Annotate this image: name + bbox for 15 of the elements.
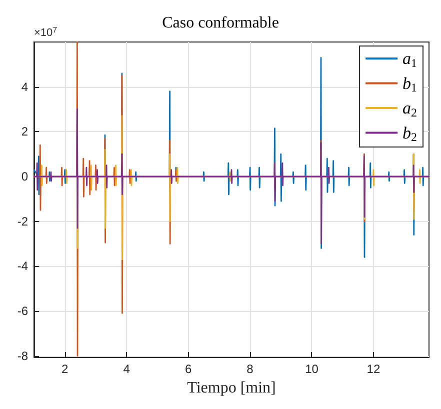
x-tick-label: 10 [305, 362, 319, 376]
chart-title: Caso conformable [162, 14, 279, 32]
y-tick-label: -6 [17, 304, 28, 318]
x-tick-label: 8 [246, 362, 254, 376]
x-axis-title: Tiempo [min] [187, 379, 276, 396]
y-tick-label: -8 [17, 348, 28, 363]
x-tick-label: 4 [123, 362, 130, 376]
x-tick-label: 2 [62, 362, 69, 376]
y-tick-label: 4 [21, 80, 28, 94]
x-tick-label: 12 [366, 362, 380, 376]
y-tick-label: 0 [21, 170, 28, 184]
x-tick-label: 6 [184, 362, 192, 376]
y-tick-label: -2 [17, 214, 28, 228]
y-tick-label: 2 [21, 124, 28, 139]
y-tick-label: -4 [17, 259, 28, 274]
